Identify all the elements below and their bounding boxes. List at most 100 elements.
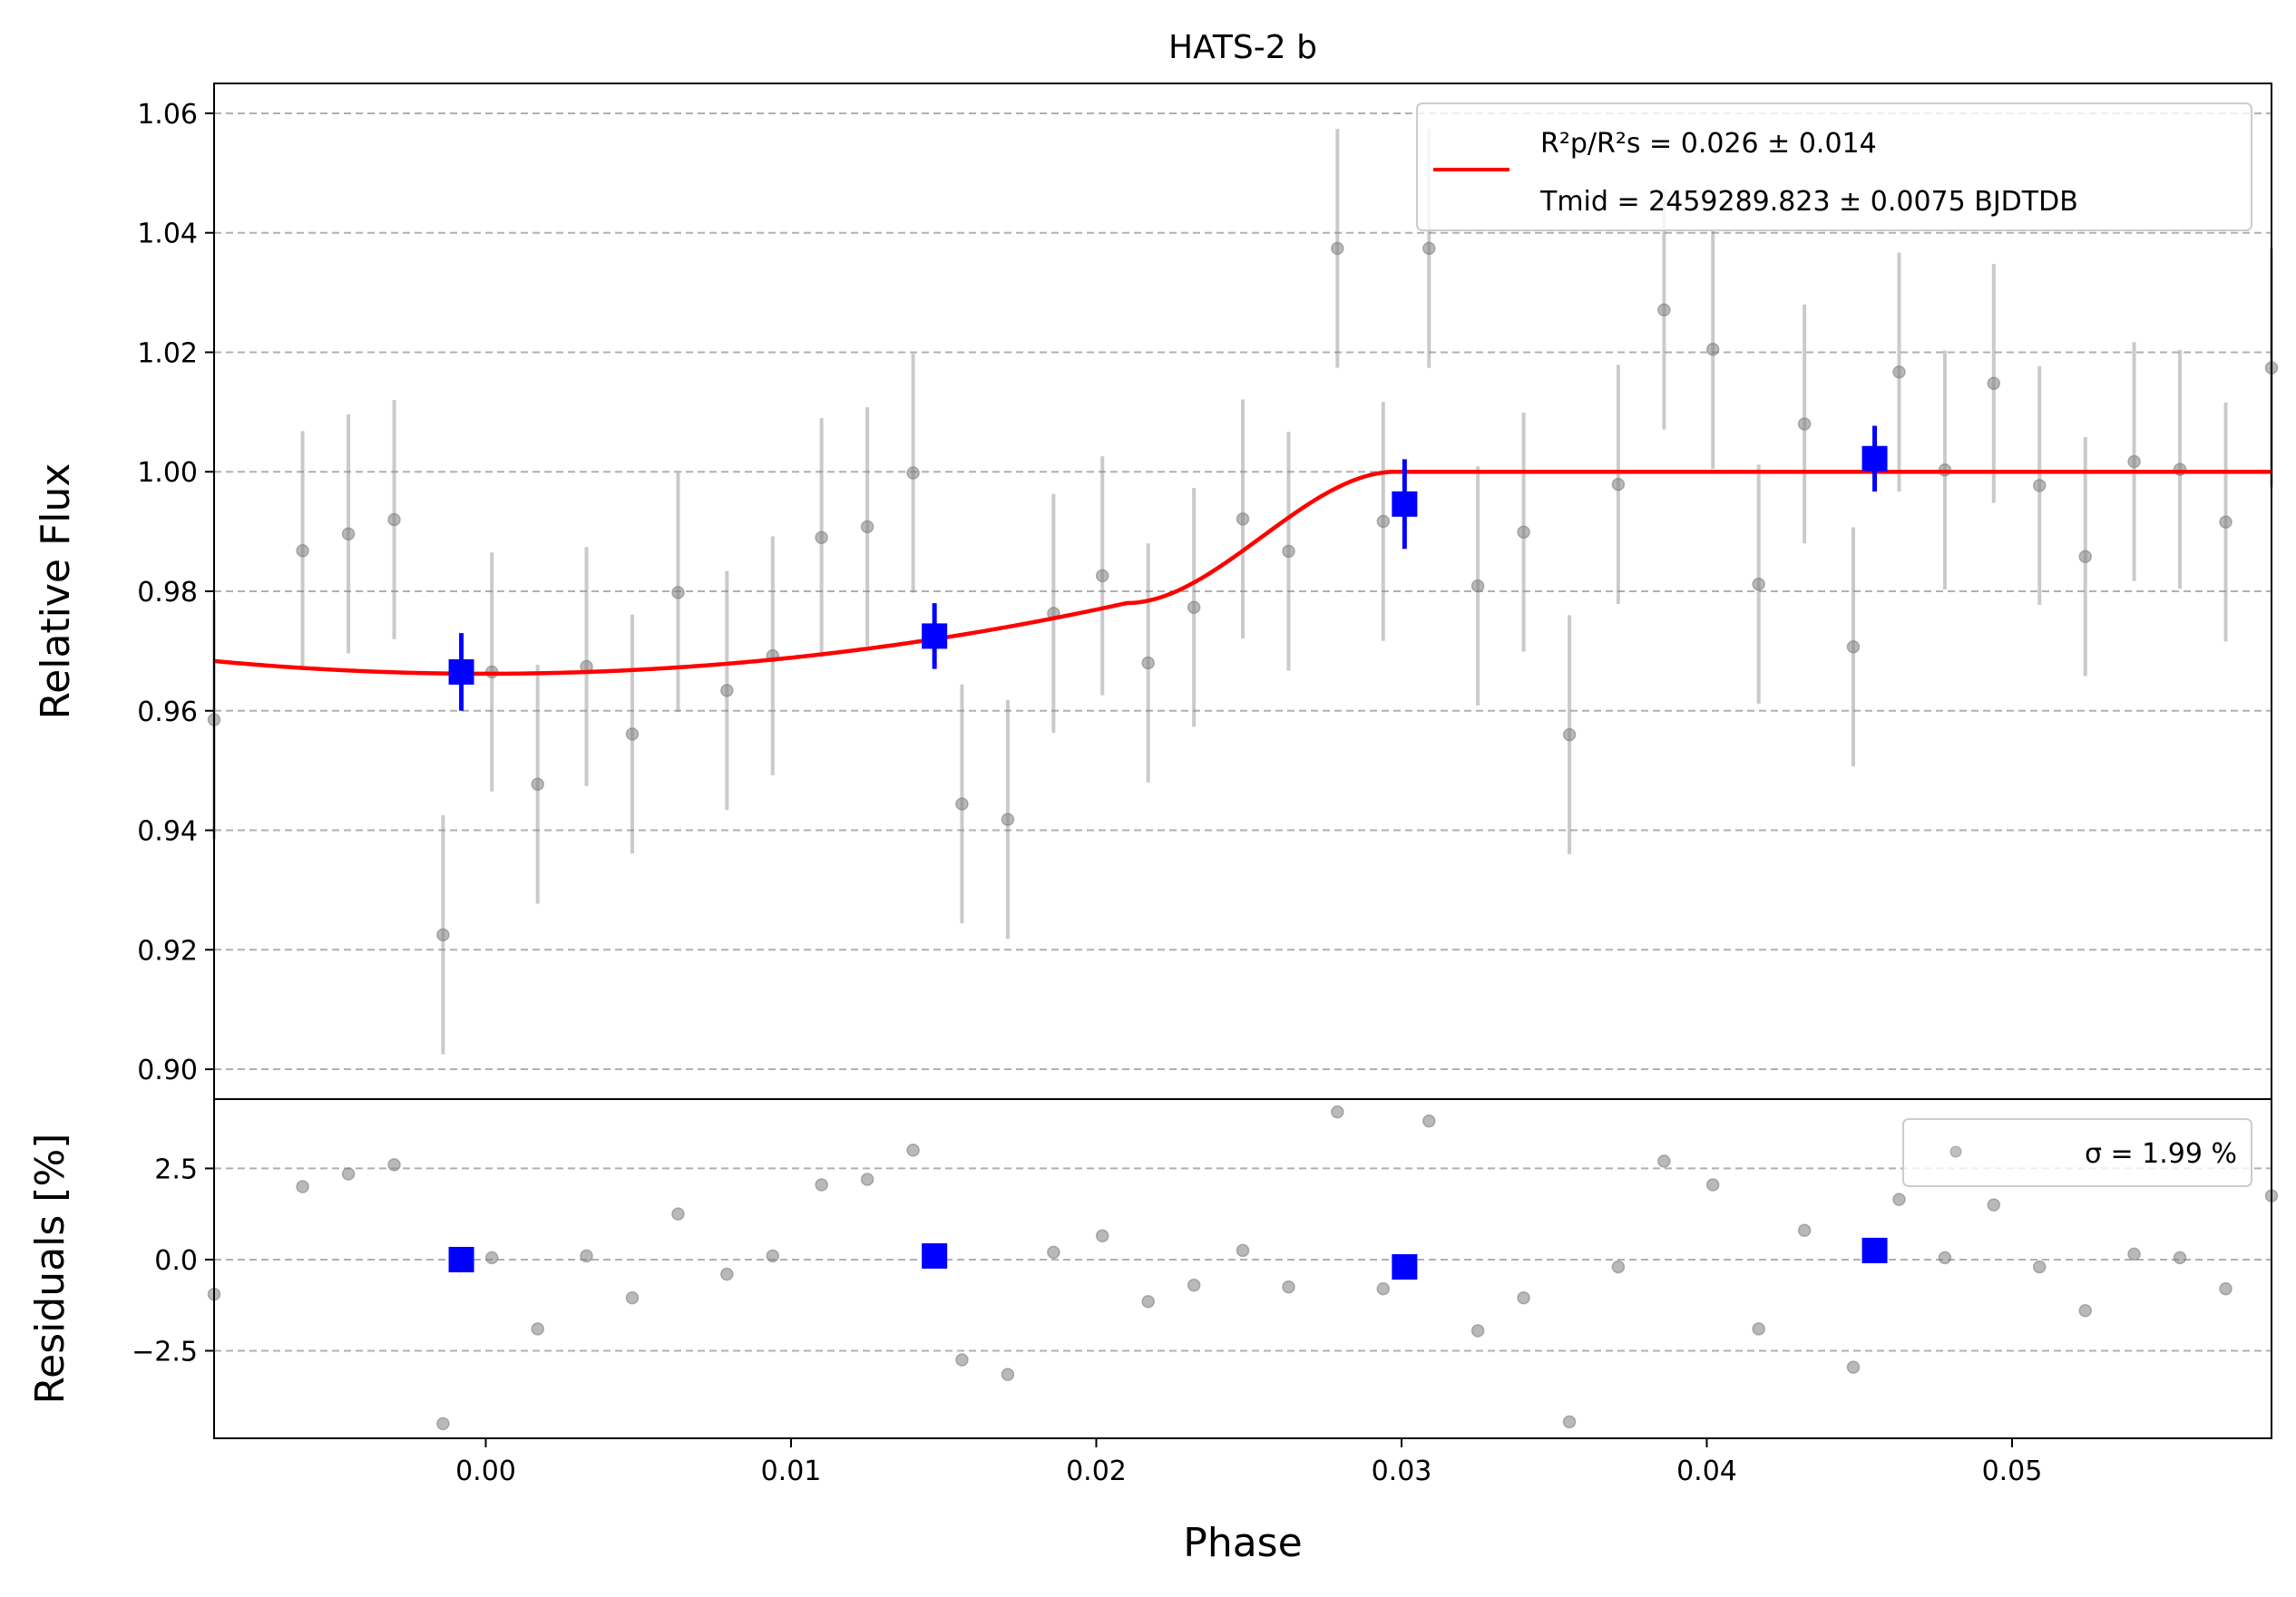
top-panel-legend: R²p/R²s = 0.026 ± 0.014 Tmid = 2459289.8…	[1416, 102, 2252, 231]
residual-point	[2173, 1251, 2187, 1265]
xtick-label: 0.01	[761, 1456, 822, 1487]
top-ytick-label: 1.06	[137, 99, 198, 131]
bottom-panel-legend: σ = 1.99 %	[1902, 1118, 2252, 1187]
binned-point	[922, 623, 948, 649]
data-point	[2078, 550, 2092, 564]
residual-point	[1611, 1260, 1626, 1274]
binned-residual-point	[922, 1242, 948, 1269]
data-point	[1236, 512, 1250, 526]
residual-point	[296, 1180, 309, 1193]
bottom-panel-ylabel: Residuals [%]	[27, 1134, 73, 1405]
data-point	[2127, 454, 2141, 469]
data-point	[1657, 303, 1671, 316]
top-panel-ylabel: Relative Flux	[33, 463, 79, 720]
residual-point	[625, 1290, 640, 1305]
bottom-legend-marker	[1949, 1145, 1962, 1158]
residual-point	[531, 1322, 544, 1336]
residual-point	[2033, 1260, 2047, 1274]
data-point	[1987, 376, 2001, 390]
top-ytick-label: 0.92	[137, 935, 198, 967]
residual-point	[1236, 1243, 1250, 1258]
residual-point	[1470, 1324, 1485, 1338]
data-point	[531, 777, 544, 792]
data-point	[1422, 241, 1436, 256]
data-point	[671, 586, 685, 599]
data-point	[1517, 525, 1530, 540]
residual-point	[1047, 1245, 1060, 1260]
bottom-ytick-label: −2.5	[132, 1336, 198, 1368]
top-panel-binned-points	[448, 425, 1888, 711]
residual-point	[1892, 1193, 1906, 1206]
data-point	[1470, 579, 1485, 593]
top-ytick-label: 0.94	[137, 816, 198, 848]
data-point	[1376, 514, 1391, 529]
data-point	[1331, 241, 1344, 256]
top-ytick-label: 0.90	[137, 1055, 198, 1086]
bottom-legend-sigma: σ = 1.99 %	[2085, 1138, 2237, 1170]
binned-point	[448, 658, 474, 685]
top-legend-box	[1416, 102, 2252, 231]
residual-point	[1001, 1368, 1015, 1381]
residual-point	[1331, 1105, 1344, 1119]
residual-point	[1987, 1198, 2001, 1212]
residual-point	[1657, 1154, 1671, 1168]
xtick-label: 0.03	[1372, 1456, 1432, 1487]
top-ytick-label: 1.02	[137, 337, 198, 369]
residual-point	[766, 1249, 780, 1263]
top-legend-model-line1: R²p/R²s = 0.026 ± 0.014	[1540, 128, 1877, 160]
residual-point	[2219, 1281, 2232, 1296]
residual-point	[2078, 1303, 2092, 1318]
top-panel-model	[213, 469, 2272, 677]
xtick-label: 0.04	[1676, 1456, 1737, 1487]
residual-point	[720, 1267, 734, 1281]
chart-title: HATS-2 b	[1168, 29, 1317, 66]
bottom-ytick-label: 0.0	[154, 1245, 198, 1277]
residual-point	[484, 1251, 499, 1265]
residual-point	[1846, 1360, 1861, 1374]
residual-point	[1517, 1290, 1530, 1305]
residual-point	[1422, 1114, 1436, 1128]
residual-point	[1282, 1280, 1295, 1294]
top-ytick-label: 1.00	[137, 457, 198, 489]
top-panel-y-ticks: 0.90 0.92 0.94 0.96 0.98 1.00 1.02 1.04 1.06	[137, 99, 214, 1086]
residual-point	[580, 1249, 593, 1263]
transit-model-curve	[213, 469, 2272, 677]
residual-point	[436, 1417, 450, 1431]
data-point	[1095, 569, 1109, 583]
binned-residual-point	[448, 1246, 474, 1272]
residual-point	[341, 1167, 356, 1181]
data-point	[1001, 813, 1015, 826]
residual-point	[1141, 1294, 1155, 1309]
data-point	[815, 531, 828, 544]
residual-point	[1562, 1415, 1577, 1429]
residual-point	[2127, 1247, 2141, 1261]
data-point	[1611, 477, 1626, 492]
binned-point	[1861, 445, 1888, 472]
data-point	[1141, 656, 1155, 670]
data-point	[296, 543, 309, 558]
data-point	[1797, 417, 1812, 431]
residual-point	[387, 1158, 401, 1172]
bottom-panel-x-ticks: 0.00 0.01 0.02 0.03 0.04 0.05	[455, 1438, 2042, 1487]
residual-point	[860, 1173, 874, 1186]
data-point	[906, 466, 920, 480]
top-ytick-label: 0.98	[137, 577, 198, 609]
data-point	[860, 520, 874, 534]
residual-point	[1187, 1278, 1201, 1292]
data-point	[1705, 342, 1720, 356]
x-axis-label: Phase	[1183, 1520, 1302, 1566]
bottom-panel-frame	[213, 1098, 2272, 1439]
bottom-ytick-label: 2.5	[154, 1154, 198, 1185]
data-point	[341, 527, 356, 541]
binned-residual-point	[1392, 1253, 1418, 1280]
top-legend-model-line2: Tmid = 2459289.823 ± 0.0075 BJDTDB	[1539, 186, 2078, 218]
residual-point	[955, 1353, 969, 1367]
data-point	[1892, 365, 1906, 379]
bottom-panel-residual-points	[207, 1105, 2279, 1431]
data-point	[2033, 479, 2047, 492]
top-panel-grid	[214, 112, 2272, 1071]
top-ytick-label: 1.04	[137, 219, 198, 250]
xtick-label: 0.00	[455, 1456, 516, 1487]
